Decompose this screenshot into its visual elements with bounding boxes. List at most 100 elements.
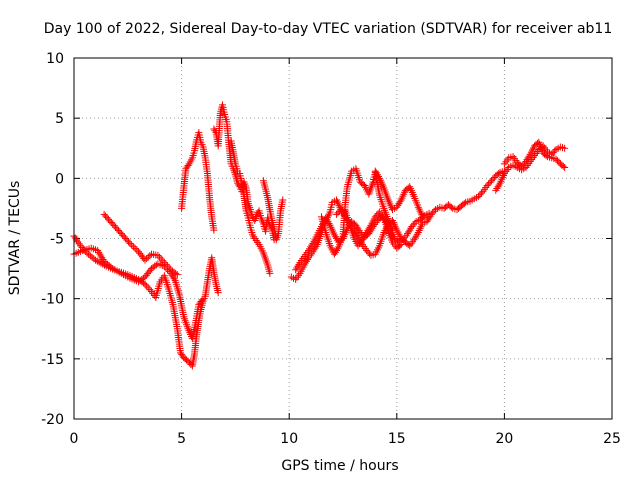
data-point <box>394 201 402 209</box>
data-point <box>198 296 206 304</box>
data-point <box>303 256 311 264</box>
x-tick-label: 25 <box>603 431 621 447</box>
data-point <box>128 241 136 249</box>
data-point <box>164 262 172 270</box>
data-point <box>393 203 401 211</box>
data-point <box>113 225 121 233</box>
data-point <box>102 212 110 220</box>
x-tick-label: 0 <box>70 431 79 447</box>
data-point <box>334 245 342 253</box>
y-tick-label: 0 <box>55 171 64 187</box>
data-point <box>144 284 152 292</box>
data-point <box>125 238 133 246</box>
data-point <box>362 230 370 238</box>
data-point <box>86 252 94 260</box>
data-point <box>141 256 149 264</box>
data-point <box>333 210 341 218</box>
data-point <box>409 221 417 229</box>
data-point <box>184 357 192 365</box>
data-point <box>477 189 485 197</box>
data-point <box>250 233 258 241</box>
data-point <box>312 242 320 250</box>
data-point <box>173 271 181 279</box>
series-trace-d <box>178 129 218 234</box>
data-point <box>143 282 151 290</box>
data-point <box>359 234 367 242</box>
data-point <box>92 256 100 264</box>
data-point <box>373 171 381 179</box>
data-point <box>334 209 342 217</box>
data-point <box>495 181 503 189</box>
data-point <box>322 214 330 222</box>
x-tick-label: 20 <box>495 431 513 447</box>
data-point <box>561 144 569 152</box>
data-point <box>105 262 113 270</box>
data-point <box>419 213 427 221</box>
data-point <box>300 261 308 269</box>
data-point <box>107 218 115 226</box>
data-point <box>104 215 112 223</box>
data-point <box>305 247 313 255</box>
data-point <box>447 203 455 211</box>
data-point <box>551 147 559 155</box>
data-point <box>356 228 364 236</box>
data-point <box>210 226 218 234</box>
data-point <box>112 223 120 231</box>
data-point <box>94 247 102 255</box>
data-point <box>109 220 117 228</box>
data-point <box>170 275 178 283</box>
data-point <box>493 185 501 193</box>
data-point <box>146 252 154 260</box>
series-trace-k <box>333 206 405 252</box>
data-point <box>157 255 165 263</box>
data-point <box>486 178 494 186</box>
data-point <box>95 258 103 266</box>
data-point <box>404 230 412 238</box>
data-point <box>117 230 125 238</box>
data-point <box>363 247 371 255</box>
series-trace-g <box>259 177 287 244</box>
data-point <box>185 359 193 367</box>
data-point <box>411 234 419 242</box>
x-axis-label: GPS time / hours <box>281 458 398 474</box>
data-point <box>552 155 560 163</box>
data-point <box>106 217 114 225</box>
data-point <box>122 235 130 242</box>
data-point <box>425 209 433 217</box>
data-point <box>253 210 261 218</box>
data-point <box>476 191 484 199</box>
y-tick-label: 5 <box>55 111 64 127</box>
data-point <box>293 264 301 272</box>
data-point <box>159 257 167 265</box>
data-point <box>184 161 192 169</box>
data-point <box>366 223 374 231</box>
chart-title: Day 100 of 2022, Sidereal Day-to-day VTE… <box>44 21 613 37</box>
data-point <box>373 211 381 219</box>
data-point <box>358 236 366 244</box>
data-point <box>553 157 561 165</box>
data-point <box>410 236 418 244</box>
data-point <box>375 173 383 181</box>
series-trace-c <box>100 210 181 279</box>
data-point <box>95 248 103 256</box>
data-point <box>165 264 173 272</box>
data-point <box>525 152 533 160</box>
data-point <box>372 169 380 177</box>
data-point <box>156 253 164 261</box>
data-point <box>364 248 372 256</box>
data-point <box>110 222 118 230</box>
data-point <box>88 253 96 261</box>
data-point <box>487 177 495 185</box>
data-point <box>395 200 403 208</box>
data-point <box>330 250 338 258</box>
data-point <box>364 227 372 235</box>
data-point <box>162 260 170 268</box>
data-point <box>100 257 108 265</box>
series-trace-n <box>500 138 569 172</box>
data-point <box>131 244 139 252</box>
data-point <box>96 250 104 258</box>
data-point <box>423 218 431 226</box>
data-point <box>302 257 310 265</box>
data-point <box>100 210 108 218</box>
data-point <box>123 236 131 244</box>
